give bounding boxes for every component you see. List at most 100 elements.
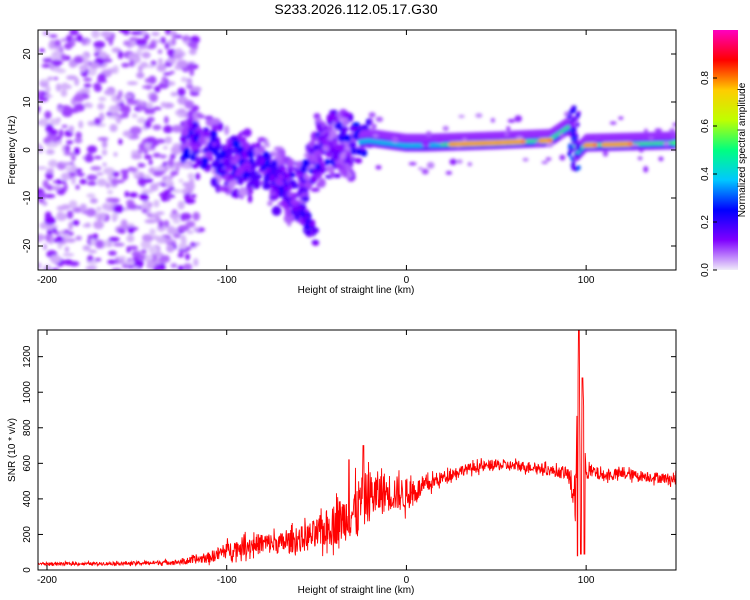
heatmap-cell bbox=[43, 193, 56, 199]
heatmap-cell bbox=[116, 116, 122, 124]
heatmap-cell bbox=[38, 118, 49, 127]
heatmap-cell bbox=[317, 157, 324, 163]
heatmap-cell bbox=[240, 131, 246, 136]
heatmap-cell bbox=[187, 41, 199, 48]
heatmap-cell bbox=[110, 198, 120, 203]
heatmap-cell bbox=[75, 235, 82, 241]
heatmap-cell bbox=[175, 167, 180, 171]
heatmap-cell bbox=[171, 37, 177, 46]
heatmap-cell bbox=[89, 175, 97, 180]
heatmap-cell bbox=[456, 159, 463, 164]
heatmap-cell bbox=[117, 50, 124, 60]
heatmap-cell bbox=[95, 239, 104, 249]
heatmap-cell bbox=[96, 206, 102, 212]
heatmap-cell bbox=[342, 125, 348, 133]
heatmap-cell bbox=[176, 59, 188, 68]
heatmap-cell bbox=[120, 219, 128, 228]
heatmap-cell bbox=[329, 149, 337, 155]
heatmap-cell bbox=[73, 94, 85, 103]
heatmap-cell bbox=[127, 226, 135, 235]
heatmap-cell bbox=[82, 245, 91, 251]
snr-ytick-label: 200 bbox=[22, 526, 33, 543]
heatmap-cell bbox=[55, 212, 68, 222]
heatmap-cell bbox=[316, 123, 323, 132]
heatmap-cell bbox=[324, 131, 330, 139]
heatmap-cell bbox=[190, 86, 202, 93]
heatmap-cell bbox=[514, 115, 522, 123]
heatmap-cell bbox=[150, 253, 158, 262]
heatmap-cell bbox=[120, 169, 130, 174]
heatmap-cell bbox=[309, 155, 319, 162]
heatmap-cell bbox=[263, 178, 269, 184]
heatmap-cell bbox=[122, 260, 135, 266]
heatmap-ytick-label: 10 bbox=[22, 96, 33, 108]
heatmap-cell bbox=[71, 176, 76, 185]
heatmap-cell bbox=[355, 148, 362, 155]
heatmap-cell bbox=[506, 126, 511, 131]
heatmap-cell bbox=[156, 236, 168, 244]
heatmap-cell bbox=[108, 242, 113, 247]
heatmap-cell bbox=[47, 76, 54, 81]
heatmap-cell bbox=[79, 88, 91, 95]
heatmap-cell bbox=[637, 156, 643, 161]
heatmap-cell bbox=[58, 129, 64, 138]
heatmap-cell bbox=[100, 30, 112, 38]
heatmap-cell bbox=[144, 141, 153, 149]
heatmap-cell bbox=[96, 178, 107, 187]
heatmap-cell bbox=[55, 83, 62, 92]
heatmap-cell bbox=[173, 34, 183, 39]
heatmap-cell bbox=[255, 159, 261, 165]
heatmap-cell bbox=[126, 234, 135, 243]
heatmap-cell bbox=[111, 94, 117, 102]
heatmap-cell bbox=[336, 121, 343, 130]
heatmap-cell bbox=[48, 227, 54, 231]
heatmap-cell bbox=[174, 48, 183, 55]
heatmap-cell bbox=[286, 191, 293, 198]
heatmap-cell bbox=[157, 49, 163, 55]
heatmap-cell bbox=[213, 148, 219, 156]
heatmap-cell bbox=[121, 62, 130, 68]
heatmap-cell bbox=[160, 36, 166, 44]
heatmap-cell bbox=[166, 244, 175, 253]
heatmap-cell bbox=[200, 163, 208, 169]
heatmap-cell bbox=[190, 153, 196, 162]
heatmap-cell bbox=[504, 131, 509, 137]
heatmap-cell bbox=[271, 160, 277, 168]
heatmap-cell bbox=[94, 257, 102, 262]
heatmap-cell bbox=[187, 119, 193, 129]
heatmap-cell bbox=[108, 36, 114, 46]
heatmap-cell bbox=[74, 137, 83, 144]
heatmap-layer bbox=[38, 30, 676, 270]
heatmap-cell bbox=[53, 76, 59, 81]
heatmap-cell bbox=[142, 174, 152, 178]
heatmap-cell bbox=[130, 57, 139, 61]
heatmap-cell bbox=[66, 75, 78, 81]
heatmap-cell bbox=[545, 157, 552, 161]
heatmap-cell bbox=[72, 219, 80, 226]
heatmap-cell bbox=[164, 176, 172, 186]
heatmap-cell bbox=[86, 193, 96, 198]
heatmap-cell bbox=[335, 163, 342, 169]
heatmap-cell bbox=[312, 169, 319, 175]
heatmap-cell bbox=[467, 162, 473, 167]
snr-ytick-label: 1200 bbox=[22, 345, 33, 368]
heatmap-cell bbox=[117, 228, 125, 234]
heatmap-cell bbox=[64, 42, 73, 50]
heatmap-cell bbox=[98, 51, 108, 59]
heatmap-cell bbox=[108, 236, 120, 242]
heatmap-cell bbox=[298, 186, 305, 195]
heatmap-cell bbox=[339, 145, 345, 153]
heatmap-cell bbox=[195, 242, 201, 246]
heatmap-cell bbox=[140, 61, 149, 69]
heatmap-cell bbox=[225, 149, 231, 157]
heatmap-cell bbox=[121, 171, 129, 181]
heatmap-cell bbox=[154, 138, 166, 144]
heatmap-cell bbox=[97, 137, 109, 141]
heatmap-cell bbox=[184, 100, 195, 109]
heatmap-cell bbox=[164, 62, 173, 67]
heatmap-cell bbox=[294, 205, 302, 211]
heatmap-cell bbox=[277, 173, 284, 181]
heatmap-cell bbox=[201, 157, 210, 163]
